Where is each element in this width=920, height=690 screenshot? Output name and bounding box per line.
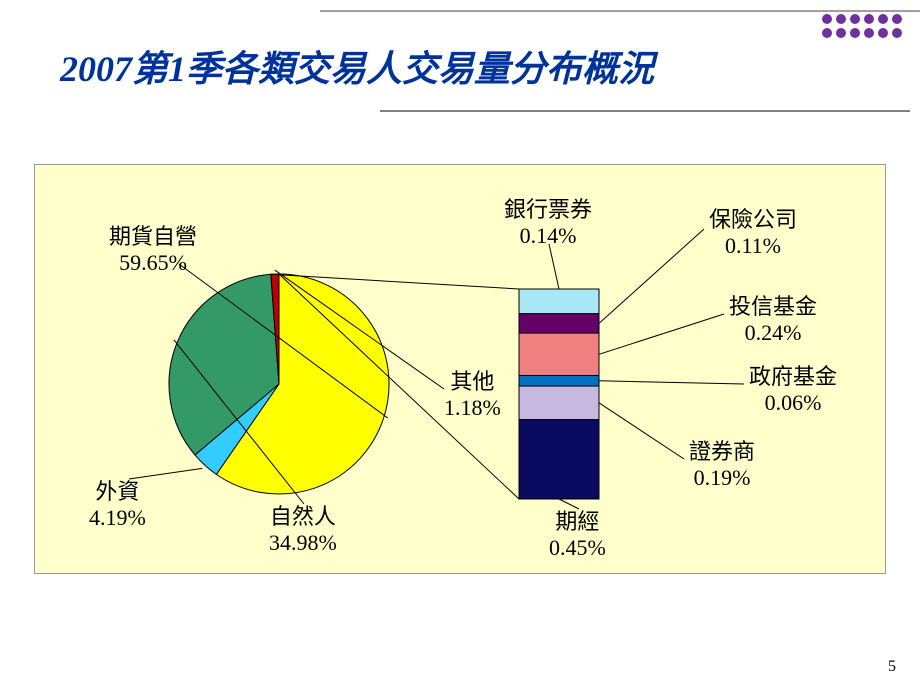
label-individual: 自然人 34.98% <box>269 504 337 557</box>
page-number: 5 <box>888 658 896 676</box>
label-gov-fund: 政府基金 0.06% <box>749 364 837 417</box>
slide-title: 2007第1季各類交易人交易量分布概況 <box>60 40 860 92</box>
label-futures-prop: 期貨自營 59.65% <box>109 224 197 277</box>
chart-container: 期貨自營 59.65% 外資 4.19% 自然人 34.98% 其他 1.18%… <box>34 164 886 574</box>
header-rule <box>320 10 920 12</box>
chart-area: 期貨自營 59.65% 外資 4.19% 自然人 34.98% 其他 1.18%… <box>49 179 871 559</box>
title-underline <box>380 110 910 112</box>
label-insurance: 保險公司 0.11% <box>709 207 797 260</box>
label-fund: 投信基金 0.24% <box>729 294 817 347</box>
label-other: 其他 1.18% <box>444 369 501 422</box>
label-futures-broker: 期經 0.45% <box>549 509 606 562</box>
label-bank: 銀行票券 0.14% <box>504 197 592 250</box>
corner-dots <box>822 14 902 38</box>
label-securities: 證券商 0.19% <box>689 439 755 492</box>
label-foreign: 外資 4.19% <box>89 479 146 532</box>
